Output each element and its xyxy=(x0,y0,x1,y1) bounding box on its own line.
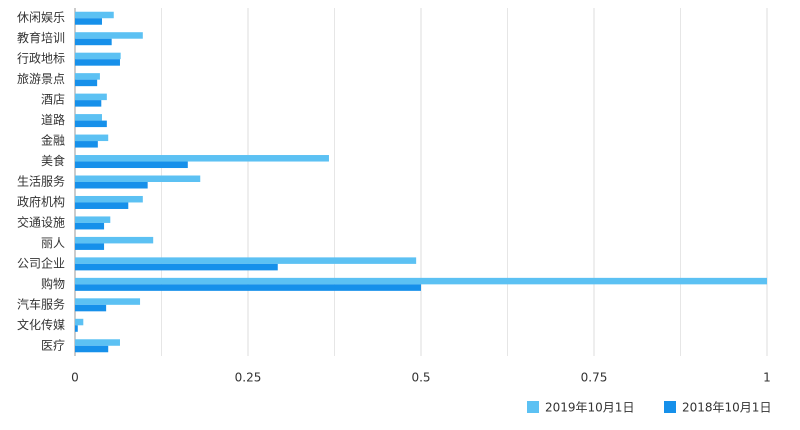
bar xyxy=(75,195,143,203)
bar xyxy=(75,155,329,162)
bar xyxy=(75,73,100,80)
x-tick-label: 1 xyxy=(763,371,771,385)
x-tick-label: 0.75 xyxy=(581,371,608,385)
legend-swatch xyxy=(527,401,539,413)
x-tick-label: 0.5 xyxy=(411,371,430,385)
y-tick-label: 交通设施 xyxy=(17,214,65,229)
bar xyxy=(75,175,201,182)
bar xyxy=(75,114,102,121)
y-tick-label: 休闲娱乐 xyxy=(17,11,65,25)
bar xyxy=(75,202,129,209)
bar xyxy=(75,345,109,353)
bar xyxy=(75,243,105,250)
legend-label: 2019年10月1日 xyxy=(545,401,634,415)
bar xyxy=(75,222,105,230)
x-tick-label: 0.25 xyxy=(235,371,262,385)
bar xyxy=(75,52,121,60)
legend-swatch xyxy=(664,401,676,413)
bar xyxy=(75,298,141,305)
bar xyxy=(75,32,143,39)
y-tick-label: 医疗 xyxy=(41,338,65,352)
bar xyxy=(75,11,114,19)
y-tick-label: 生活服务 xyxy=(17,174,65,189)
bar xyxy=(75,59,120,66)
y-tick-label: 酒店 xyxy=(41,93,65,107)
bar xyxy=(75,325,78,332)
y-tick-label: 汽车服务 xyxy=(17,296,65,311)
bar xyxy=(75,79,98,87)
bar xyxy=(75,318,84,326)
y-tick-label: 金融 xyxy=(41,133,65,148)
legend-label: 2018年10月1日 xyxy=(682,401,771,415)
bar xyxy=(75,18,102,25)
bar xyxy=(75,182,148,189)
bar xyxy=(75,161,188,169)
y-tick-label: 行政地标 xyxy=(17,52,65,66)
bar xyxy=(75,134,109,142)
bar xyxy=(75,284,421,291)
x-tick-label: 0 xyxy=(71,371,79,385)
bar xyxy=(75,277,767,285)
bar xyxy=(75,93,107,101)
y-tick-label: 公司企业 xyxy=(17,255,65,270)
y-tick-label: 美食 xyxy=(41,153,65,168)
bar xyxy=(75,100,102,107)
bar xyxy=(75,339,120,346)
bar xyxy=(75,120,107,128)
y-tick-label: 丽人 xyxy=(41,236,65,250)
y-tick-label: 道路 xyxy=(41,112,65,127)
bar xyxy=(75,257,417,264)
bar xyxy=(75,216,111,223)
bar xyxy=(75,141,98,148)
y-tick-label: 政府机构 xyxy=(17,194,65,209)
bar xyxy=(75,304,107,312)
bar xyxy=(75,263,278,271)
y-tick-label: 旅游景点 xyxy=(17,72,65,86)
y-tick-label: 文化传媒 xyxy=(17,317,65,332)
bar xyxy=(75,38,112,46)
y-tick-label: 购物 xyxy=(41,276,65,291)
bar xyxy=(75,236,154,244)
y-tick-label: 教育培训 xyxy=(17,30,65,45)
